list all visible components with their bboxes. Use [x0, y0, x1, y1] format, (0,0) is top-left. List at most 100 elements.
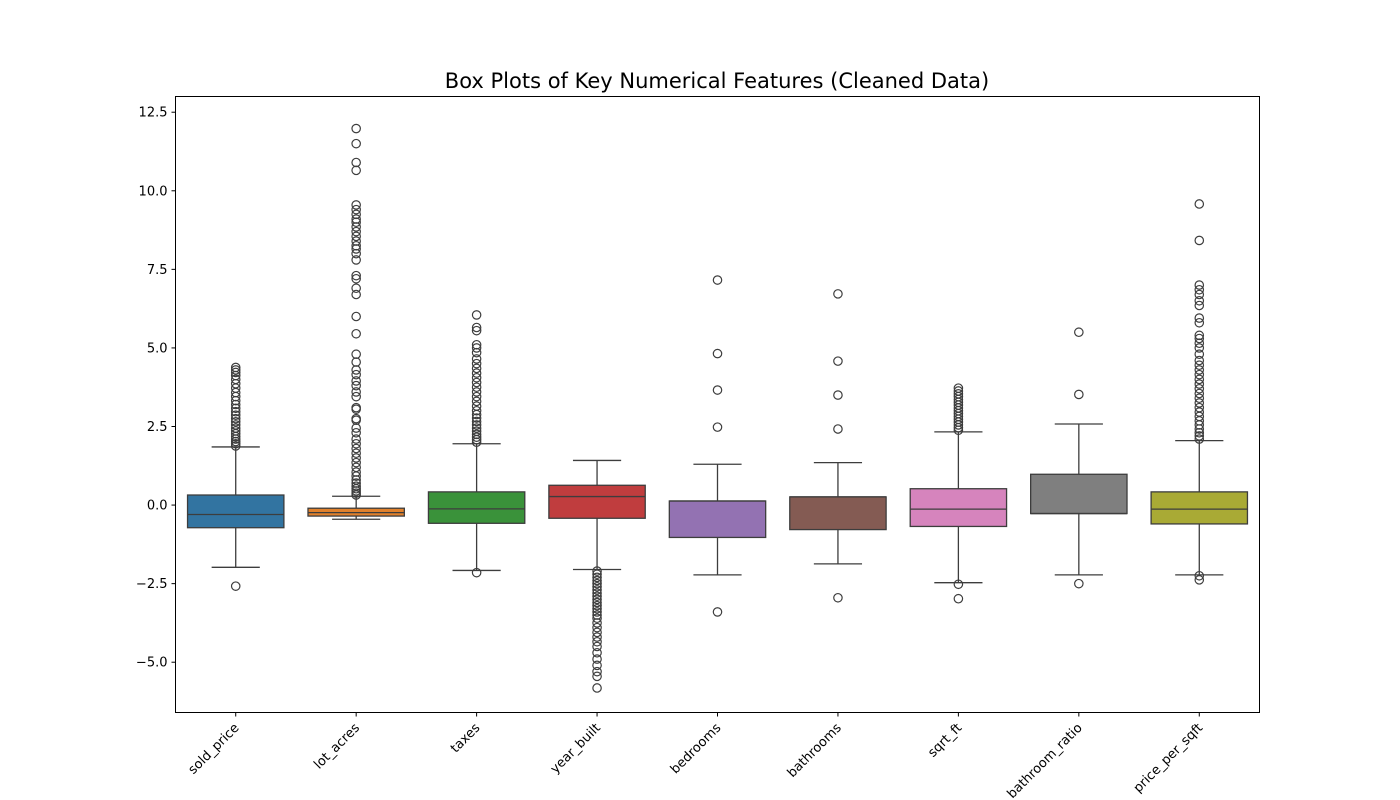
outlier-point — [230, 581, 241, 591]
x-tick-label-taxes: taxes — [448, 721, 484, 757]
outlier-point — [471, 354, 482, 364]
y-tick-label: 10.0 — [139, 184, 168, 199]
outlier-point — [351, 283, 361, 294]
outlier-point — [592, 618, 602, 628]
outlier-point — [351, 311, 361, 322]
outlier-point — [351, 387, 361, 397]
outlier-point — [1194, 300, 1205, 311]
outlier-point — [592, 566, 602, 576]
box-sqrt_ft — [909, 383, 1008, 604]
outlier-point — [351, 434, 361, 444]
outlier-point — [1194, 402, 1205, 413]
outlier-point — [592, 647, 602, 658]
outlier-point — [592, 588, 602, 598]
outlier-point — [230, 420, 241, 430]
box-bedrooms — [668, 275, 767, 617]
x-axis: sold_price lot_acres taxes year_built bedroo… — [186, 712, 1206, 800]
outlier-point — [471, 310, 482, 320]
box-iqr — [186, 494, 285, 529]
outlier-point — [1074, 578, 1084, 589]
outlier-point — [471, 322, 482, 333]
plot-frame — [175, 96, 1260, 713]
outlier-point — [230, 406, 241, 417]
outlier-point — [471, 429, 482, 440]
outlier-point — [230, 365, 241, 375]
box-sold_price — [186, 362, 285, 591]
outlier-point — [351, 240, 361, 251]
outlier-point — [1194, 289, 1205, 300]
box-iqr — [1150, 491, 1249, 525]
outlier-point — [1074, 389, 1084, 400]
outlier-point — [351, 391, 361, 402]
x-tick-label-bathrooms: bathrooms — [785, 721, 845, 781]
y-tick-label: 0.0 — [147, 499, 168, 514]
chart-title: Box Plots of Key Numerical Features (Cle… — [445, 69, 989, 93]
y-tick-label: 5.0 — [147, 341, 168, 356]
outlier-point — [351, 453, 361, 463]
box-iqr — [909, 488, 1008, 528]
outlier-point — [351, 402, 361, 413]
outlier-point — [953, 389, 964, 399]
outlier-point — [351, 478, 361, 488]
outlier-point — [1194, 431, 1205, 441]
outlier-point — [1194, 570, 1205, 581]
outlier-point — [592, 585, 602, 595]
boxes-layer — [186, 123, 1249, 693]
outlier-point — [351, 214, 361, 224]
outlier-point — [230, 362, 241, 373]
outlier-point — [230, 426, 241, 436]
outlier-point — [1194, 393, 1205, 404]
outlier-point — [833, 592, 843, 603]
outlier-point — [351, 123, 361, 134]
outlier-point — [471, 405, 482, 416]
box-bathrooms — [789, 289, 887, 603]
outlier-point — [1194, 284, 1205, 295]
outlier-point — [351, 443, 361, 454]
box-iqr — [789, 496, 887, 531]
outlier-point — [1194, 280, 1205, 290]
outlier-point — [592, 594, 602, 605]
outlier-point — [592, 591, 602, 602]
outlier-point — [471, 426, 482, 437]
box-bathroom_ratio — [1030, 327, 1128, 589]
outlier-point — [1194, 379, 1205, 389]
outlier-point — [1194, 374, 1205, 385]
outlier-point — [351, 413, 361, 424]
box-taxes — [427, 310, 526, 578]
box-iqr — [548, 484, 646, 519]
outlier-point — [712, 422, 723, 432]
box-iqr — [1030, 473, 1128, 515]
outlier-point — [592, 636, 602, 647]
outlier-point — [712, 385, 723, 395]
outlier-point — [471, 382, 482, 393]
outlier-point — [1194, 369, 1205, 380]
outlier-point — [351, 289, 361, 300]
outlier-point — [1194, 317, 1205, 328]
outlier-point — [351, 457, 361, 468]
outlier-point — [351, 273, 361, 284]
outlier-point — [351, 357, 361, 367]
outlier-point — [351, 255, 361, 265]
outlier-point — [953, 386, 964, 396]
outlier-point — [471, 401, 482, 411]
box-iqr — [427, 491, 526, 524]
outlier-point — [592, 683, 602, 693]
outlier-point — [1194, 575, 1205, 585]
outlier-point — [471, 325, 482, 336]
outlier-point — [471, 358, 482, 369]
outlier-point — [351, 236, 361, 246]
outlier-point — [1194, 235, 1205, 246]
outlier-point — [1194, 349, 1205, 360]
x-tick-label-sqrt_ft: sqrt_ft — [925, 721, 965, 761]
outlier-point — [351, 270, 361, 281]
outlier-point — [471, 391, 482, 402]
y-tick-label: −5.0 — [136, 656, 168, 671]
outlier-point — [351, 165, 361, 176]
outlier-point — [592, 671, 602, 682]
outlier-point — [351, 231, 361, 242]
y-tick-label: 2.5 — [147, 420, 168, 435]
outlier-point — [230, 423, 241, 433]
outlier-point — [351, 209, 361, 220]
outlier-point — [1194, 295, 1205, 306]
